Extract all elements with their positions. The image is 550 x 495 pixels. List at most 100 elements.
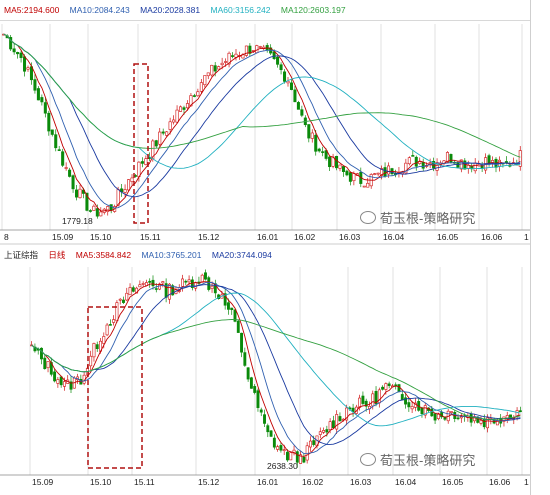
candle-body [240, 332, 244, 353]
candle-body [105, 324, 109, 336]
x-tick-label: 16.05 [442, 477, 464, 487]
candle-body [92, 205, 96, 211]
candle-body [436, 414, 440, 419]
candle-body [256, 390, 260, 409]
candle-body [276, 446, 280, 450]
candle-body [47, 112, 51, 132]
candle-body [106, 206, 110, 212]
candle-body [348, 172, 352, 182]
candle-body [411, 155, 415, 157]
candle-body [19, 52, 23, 58]
candle-body [258, 46, 262, 48]
candle-body [61, 151, 65, 166]
panel-separator [0, 243, 530, 245]
candle-body [459, 416, 463, 419]
candle-body [33, 346, 37, 352]
candle-body [69, 381, 73, 390]
candle-body [486, 417, 490, 429]
candle-body [171, 285, 175, 296]
candle-body [165, 131, 169, 136]
x-tick-label: 8 [4, 232, 9, 242]
candle-body [138, 284, 142, 288]
candle-body [321, 151, 325, 153]
wechat-icon [360, 211, 376, 224]
candle-body [33, 79, 37, 91]
x-tick-label: 16.04 [395, 477, 417, 487]
candle-body [289, 82, 293, 90]
candle-body [140, 161, 144, 164]
candle-body [118, 298, 122, 301]
candle-body [331, 420, 335, 429]
candle-body [266, 425, 270, 433]
candle-body [112, 319, 116, 323]
candle-body [123, 189, 127, 193]
candle-body [371, 393, 375, 407]
candle-body [364, 400, 368, 407]
candle-body [57, 149, 61, 151]
candle-body [231, 55, 235, 57]
legend-ma5: MA5:3584.842 [75, 250, 132, 260]
candle-body [487, 155, 491, 164]
candle-body [387, 165, 391, 175]
candle-body [283, 71, 287, 82]
moving-average-line [3, 33, 521, 198]
candle-body [199, 82, 203, 92]
candle-body [473, 162, 477, 172]
candle-body [404, 162, 408, 174]
candle-body [289, 452, 293, 461]
candle-body [95, 208, 99, 217]
candle-body [40, 347, 43, 360]
candle-body [421, 162, 425, 169]
upper-watermark-text: 荀玉根-策略研究 [380, 211, 476, 226]
candle-body [435, 162, 439, 171]
candle-body [269, 430, 273, 437]
candle-body [95, 344, 99, 350]
legend-period: 日线 [48, 250, 66, 260]
moving-average-line [3, 33, 521, 170]
candle-body [322, 430, 326, 433]
lower-legend: 上证综指 日线 MA5:3584.842 MA10:3765.201 MA20:… [4, 249, 280, 261]
candle-body [404, 397, 408, 405]
candle-body [206, 72, 210, 77]
candle-body [108, 324, 112, 326]
moving-average-line [31, 282, 521, 455]
candle-body [492, 420, 496, 424]
candle-body [200, 274, 204, 283]
candle-body [144, 158, 148, 165]
lower-chart-canvas: 15.09 15.10 15.11 15.12 16.01 16.02 16.03 16.04… [0, 267, 530, 487]
candle-body [125, 292, 129, 301]
legend-ma60: MA60:3156.242 [210, 5, 271, 15]
x-tick-label: 15.09 [32, 477, 54, 487]
lower-watermark-text: 荀玉根-策略研究 [380, 453, 476, 468]
moving-average-line [3, 33, 521, 209]
candle-body [161, 281, 165, 284]
candle-body [137, 161, 141, 178]
candle-body [223, 293, 227, 306]
moving-average-line [3, 33, 521, 212]
legend-divider [0, 20, 530, 21]
candle-body [213, 65, 217, 72]
candle-body [148, 280, 152, 283]
candle-body [210, 285, 214, 289]
candle-body [78, 188, 82, 199]
candle-body [272, 51, 276, 59]
candle-body [282, 449, 286, 451]
candle-body [68, 169, 72, 177]
candle-body [220, 62, 224, 66]
candle-body [26, 67, 30, 70]
x-tick-label: 15.12 [198, 477, 220, 487]
x-tick-label: 16.01 [257, 477, 279, 487]
candle-body [12, 48, 16, 53]
candle-body [380, 168, 384, 176]
candle-body [181, 278, 184, 287]
candle-body [479, 420, 483, 424]
candle-body [88, 210, 92, 212]
candle-body [40, 97, 44, 103]
candle-body [226, 302, 230, 310]
candle-body [71, 175, 75, 190]
candle-body [175, 109, 179, 123]
candle-body [272, 437, 276, 448]
candle-body [187, 279, 191, 283]
low-price-label: 1779.18 [62, 216, 93, 226]
candle-body [410, 406, 414, 410]
